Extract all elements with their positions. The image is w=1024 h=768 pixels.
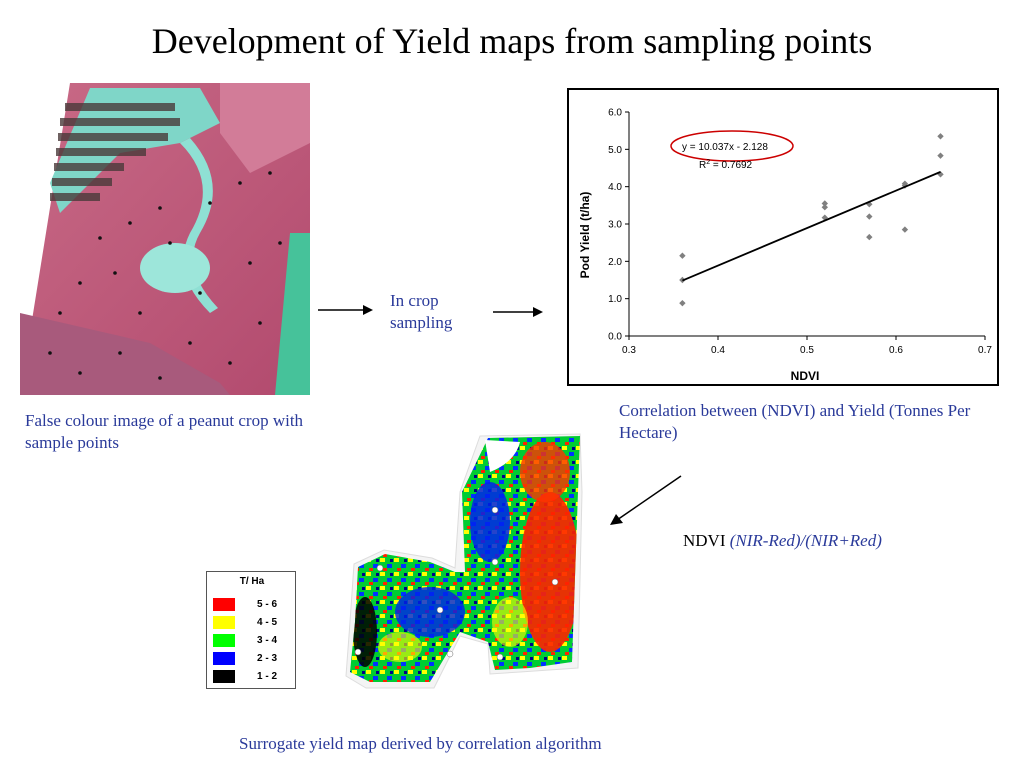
surrogate-yield-map [345,433,583,689]
arrow-right-icon [493,307,543,317]
legend-swatch [213,634,235,647]
y-tick-label: 4.0 [608,182,622,193]
false-colour-image [20,83,310,395]
x-tick-label: 0.7 [978,345,992,356]
legend-swatch [213,652,235,665]
data-point [821,200,828,207]
equation-highlight-ellipse [670,130,794,162]
y-axis-label: Pod Yield (t/ha) [578,192,592,279]
in-crop-sampling-label: In crop sampling [390,291,453,332]
x-tick-label: 0.3 [622,345,636,356]
data-point [866,233,873,241]
legend-item: 5 - 6 [213,598,293,612]
ndvi-formula: NDVI (NIR-Red)/(NIR+Red) [683,531,882,550]
legend-swatch [213,616,235,629]
legend-item: 1 - 2 [213,670,293,684]
legend-swatch [213,598,235,611]
data-point [866,213,873,220]
x-axis-label: NDVI [791,369,820,383]
legend-item: 2 - 3 [213,652,293,666]
legend-label: 1 - 2 [257,671,278,682]
legend-label: 2 - 3 [257,653,278,664]
data-point [937,152,944,159]
y-tick-label: 2.0 [608,257,622,268]
chart-svg: 0.3 0.4 0.5 0.6 0.7 0.0 1.0 2.0 3.0 4.0 5.0 6.0 y =… [578,108,992,384]
y-tick-label: 3.0 [608,220,622,231]
slide-title: Development of Yield maps from sampling … [151,21,873,61]
trendline-equation: y = 10.037x - 2.128 [682,142,768,153]
surrogate-map-caption: Surrogate yield map derived by correlati… [239,734,602,753]
legend-item: 4 - 5 [213,616,293,630]
legend-label: 5 - 6 [257,599,278,610]
legend-item: 3 - 4 [213,634,293,648]
data-point [679,252,686,259]
arrow-right-icon [318,305,373,315]
arrow-down-left-icon [610,475,682,525]
x-tick-label: 0.5 [800,345,814,356]
x-tick-label: 0.4 [711,345,725,356]
legend-swatch [213,670,235,683]
legend-label: 3 - 4 [257,635,278,646]
data-point [901,226,909,233]
data-point [901,180,909,187]
false-colour-caption: False colour image of a peanut crop with… [25,411,304,452]
legend-title: T/ Ha [239,576,265,587]
y-tick-label: 0.0 [608,332,622,343]
y-tick-label: 1.0 [608,294,622,305]
correlation-caption: Correlation between (NDVI) and Yield (To… [619,401,971,442]
data-point [679,299,686,307]
data-point [937,133,944,140]
trendline [682,171,941,282]
ndvi-yield-chart: 0.3 0.4 0.5 0.6 0.7 0.0 1.0 2.0 3.0 4.0 5.0 6.0 y =… [567,88,999,386]
legend-label: 4 - 5 [257,617,278,628]
y-tick-label: 5.0 [608,145,622,156]
r-squared-label: R2 = 0.7692 [699,159,753,171]
y-tick-label: 6.0 [608,108,622,119]
yield-legend: T/ Ha 5 - 6 4 - 5 3 - 4 2 - 3 1 - 2 [206,571,296,689]
x-tick-label: 0.6 [889,345,903,356]
